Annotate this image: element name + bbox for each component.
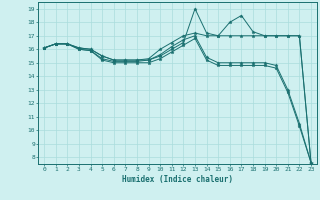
X-axis label: Humidex (Indice chaleur): Humidex (Indice chaleur) <box>122 175 233 184</box>
